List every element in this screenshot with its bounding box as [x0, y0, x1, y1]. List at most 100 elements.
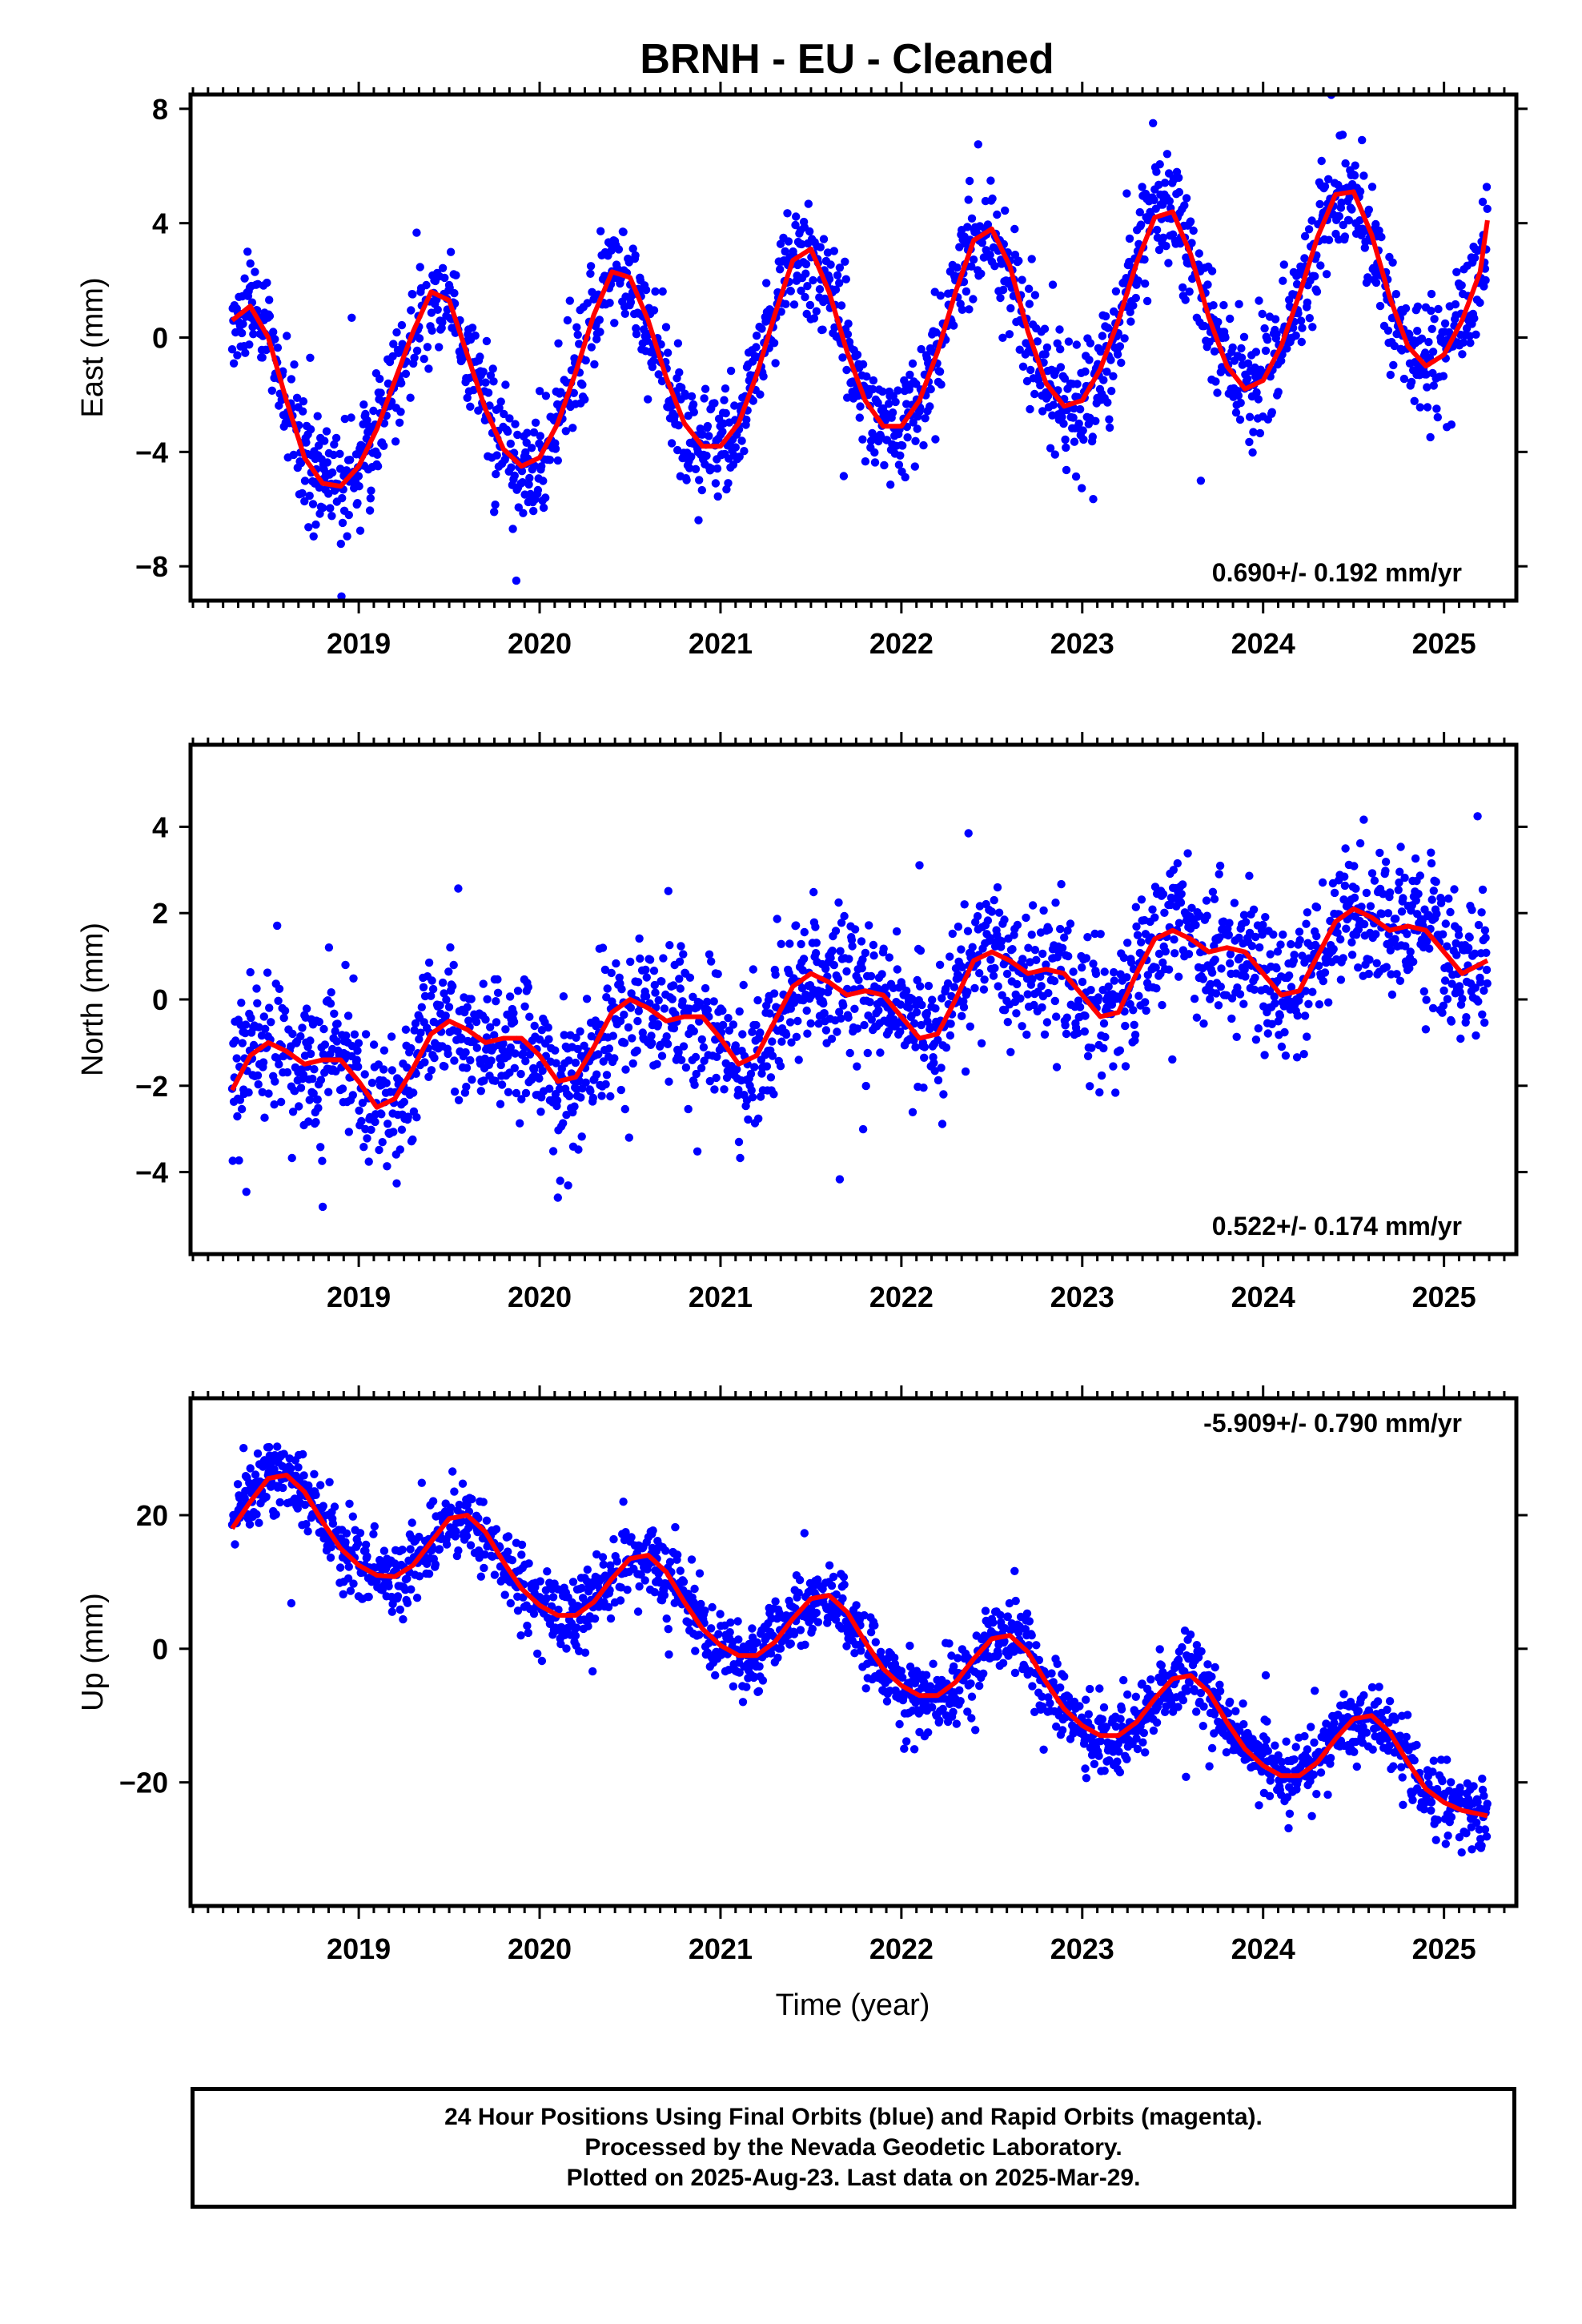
data-point: [1365, 955, 1374, 964]
data-point: [311, 1490, 320, 1500]
data-point: [1210, 347, 1219, 356]
data-point: [1013, 920, 1022, 930]
data-point: [850, 925, 860, 934]
data-point: [955, 243, 964, 251]
data-point: [1457, 281, 1466, 290]
data-point: [1129, 301, 1138, 310]
data-point: [915, 861, 924, 870]
data-point: [1120, 1007, 1129, 1016]
data-point: [1122, 274, 1130, 283]
data-point: [1235, 933, 1243, 943]
data-point: [370, 1522, 379, 1531]
data-point: [492, 997, 500, 1006]
data-point: [697, 1035, 706, 1044]
data-point: [1406, 947, 1415, 956]
data-point: [1347, 938, 1356, 947]
data-point: [1405, 330, 1414, 339]
data-point: [389, 1128, 398, 1136]
data-point: [1181, 296, 1190, 304]
data-point: [496, 397, 505, 406]
data-point: [1154, 180, 1163, 189]
data-point: [324, 943, 334, 952]
data-point: [568, 424, 577, 432]
data-point: [641, 965, 650, 975]
data-point: [1466, 339, 1475, 348]
data-point: [1303, 298, 1312, 307]
data-point: [600, 965, 610, 975]
data-point: [1082, 954, 1091, 963]
data-point: [311, 520, 320, 529]
data-point: [720, 1085, 729, 1094]
data-point: [937, 380, 946, 389]
data-point: [626, 298, 636, 307]
data-point: [649, 356, 658, 365]
data-point: [245, 340, 254, 349]
data-point: [963, 927, 973, 935]
data-point: [833, 271, 842, 279]
data-point: [361, 1030, 371, 1039]
data-point: [827, 1035, 837, 1043]
data-point: [379, 1046, 389, 1055]
data-point: [792, 212, 801, 221]
data-point: [921, 414, 930, 423]
data-point: [575, 1076, 584, 1086]
data-point: [353, 1046, 362, 1055]
data-point: [438, 318, 447, 327]
data-point: [359, 1143, 368, 1152]
data-point: [931, 435, 940, 444]
data-point: [1048, 280, 1058, 289]
data-point: [1121, 1021, 1130, 1031]
data-point: [1254, 1024, 1263, 1033]
data-point: [1207, 968, 1217, 977]
data-point: [1230, 899, 1239, 907]
data-point: [313, 412, 322, 420]
data-point: [908, 359, 917, 368]
data-point: [842, 967, 851, 976]
data-point: [1364, 205, 1374, 215]
data-point: [1482, 948, 1491, 958]
data-point: [771, 359, 780, 368]
data-point: [1472, 1031, 1480, 1040]
data-point: [288, 1029, 297, 1039]
data-point: [1401, 942, 1410, 951]
data-point: [431, 1560, 440, 1569]
data-point: [346, 456, 355, 464]
data-point: [691, 1052, 701, 1062]
data-point: [800, 927, 809, 937]
data-point: [841, 257, 849, 266]
data-point: [1107, 387, 1116, 396]
data-point: [387, 1066, 396, 1075]
data-point: [1094, 993, 1103, 1002]
data-point: [1109, 967, 1118, 977]
data-point: [938, 1120, 947, 1128]
data-point: [329, 450, 338, 460]
data-point: [1134, 991, 1143, 1000]
data-point: [319, 1502, 327, 1510]
data-point: [1252, 388, 1261, 397]
data-point: [1207, 267, 1217, 275]
data-point: [348, 1091, 357, 1100]
data-point: [457, 1034, 466, 1043]
data-point: [917, 344, 926, 354]
data-point: [970, 983, 979, 993]
data-point: [1131, 903, 1141, 911]
data-point: [1287, 983, 1296, 991]
data-point: [316, 1481, 325, 1490]
data-point: [835, 1007, 844, 1016]
y-tick-label: 0: [152, 322, 168, 355]
data-point: [769, 339, 779, 348]
data-point: [1036, 972, 1045, 981]
data-point: [259, 1012, 268, 1021]
data-point: [737, 436, 746, 445]
data-point: [1395, 976, 1405, 986]
data-point: [1427, 858, 1436, 868]
data-point: [1439, 986, 1448, 995]
data-point: [1464, 943, 1473, 952]
data-point: [695, 476, 704, 485]
data-point: [1386, 370, 1395, 380]
data-point: [556, 1176, 564, 1185]
panel-frame: [188, 92, 1519, 603]
data-point: [664, 887, 673, 895]
data-point: [903, 433, 912, 442]
data-point: [1206, 995, 1215, 1003]
